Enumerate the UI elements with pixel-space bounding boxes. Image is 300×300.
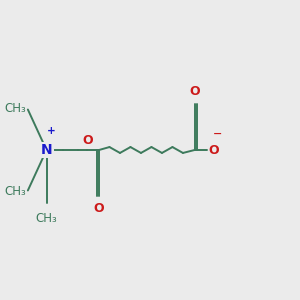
Text: O: O (94, 202, 104, 214)
Text: N: N (41, 143, 52, 157)
Text: CH₃: CH₃ (4, 101, 26, 115)
Text: O: O (82, 134, 93, 147)
Text: CH₃: CH₃ (4, 185, 26, 199)
Text: O: O (209, 143, 220, 157)
Text: +: + (47, 126, 56, 136)
Text: CH₃: CH₃ (36, 212, 57, 225)
Text: −: − (212, 129, 222, 139)
Text: O: O (189, 85, 200, 98)
